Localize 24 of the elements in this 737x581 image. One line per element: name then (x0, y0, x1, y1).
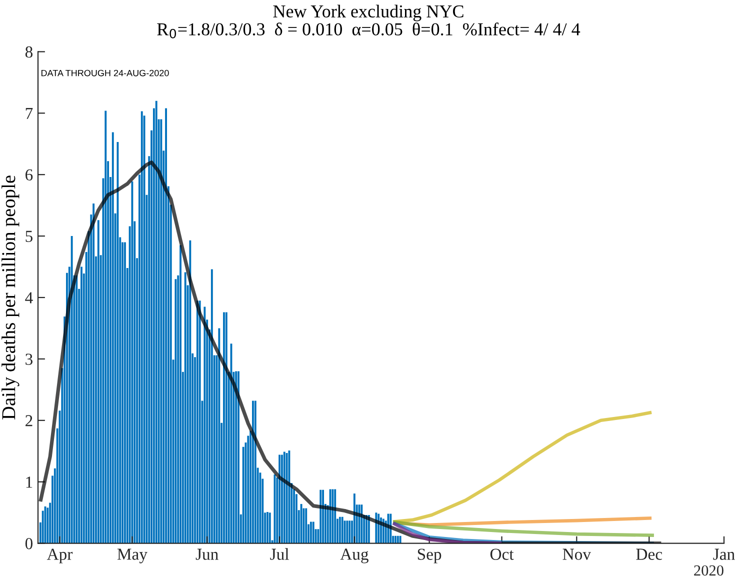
y-tick-label: 5 (26, 230, 32, 242)
y-tick-label: 0 (25, 538, 33, 550)
y-tick-label: 6 (26, 169, 33, 181)
chart-subtitle: R$_{0}$=1.8/0.3/0.3 δ = 0.010 α=0.05 θ=0.1 %Infect= 4/ 4/ 4 (157, 22, 580, 38)
x-tick-label: Aug (340, 548, 368, 564)
x-tick-label: Jan (713, 548, 735, 560)
x-tick-label: Jul (270, 548, 289, 560)
y-axis-title: Daily deaths per million people (2, 176, 20, 420)
x-tick-label: Oct (490, 548, 514, 560)
annotation: DATA THROUGH 24-AUG-2020 (41, 70, 169, 76)
x-tick-label: Jun (196, 548, 218, 560)
y-tick-label: 3 (26, 354, 32, 365)
chart-title: New York excluding NYC (273, 4, 464, 22)
text: 2020 (694, 565, 724, 576)
y-tick-label: 4 (25, 292, 33, 304)
y-tick-label: 7 (26, 108, 33, 119)
x-tick-label: Dec (636, 548, 662, 560)
x-tick-label: Nov (562, 548, 592, 560)
y-tick-label: 8 (25, 46, 33, 58)
y-tick-label: 1 (26, 476, 32, 488)
x-tick-label: May (117, 548, 148, 564)
y-tick-label: 2 (26, 415, 32, 426)
x-tick-label: Sep (418, 548, 442, 564)
x-tick-label: Apr (46, 548, 73, 564)
